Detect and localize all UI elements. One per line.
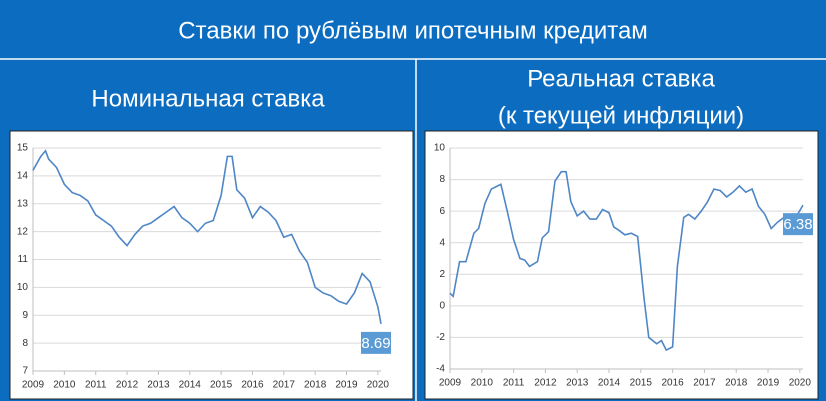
x-tick-label: 2018: [725, 378, 748, 389]
x-tick-label: 2009: [22, 380, 45, 391]
x-tick-label: 2016: [661, 378, 684, 389]
x-tick-label: 2011: [85, 380, 107, 391]
chart-area: [424, 130, 819, 400]
data-label: 6.38: [783, 213, 813, 236]
y-tick-label: 15: [17, 143, 29, 154]
panel-title: Номинальная ставка: [91, 85, 325, 112]
x-tick-label: 2020: [367, 380, 390, 391]
x-tick-label: 2014: [179, 380, 202, 391]
y-tick-label: 14: [17, 171, 29, 182]
x-tick-label: 2017: [273, 380, 296, 391]
x-tick-label: 2012: [534, 378, 557, 389]
y-tick-label: 8: [22, 338, 28, 349]
line-series: [449, 170, 804, 352]
data-label-box: [361, 331, 391, 354]
data-label-text: 6.38: [783, 216, 812, 233]
y-tick-label: 10: [17, 282, 29, 293]
x-tick-label: 2010: [471, 378, 494, 389]
x-tick-label: 2010: [53, 380, 76, 391]
chart-area: [9, 130, 414, 400]
panel-title: Реальная ставка: [527, 65, 715, 92]
y-tick-label: 11: [18, 254, 29, 265]
y-tick-label: 4: [439, 237, 445, 248]
x-tick-label: 2020: [789, 378, 812, 389]
x-tick-label: 2013: [147, 380, 170, 391]
page-title: Ставки по рублёвым ипотечным кредитам: [178, 17, 648, 44]
y-tick-label: 0: [439, 300, 445, 311]
y-tick-label: 8: [439, 174, 445, 185]
x-tick-label: 2019: [335, 380, 358, 391]
panel-subtitle: (к текущей инфляции): [498, 102, 744, 129]
y-tick-label: 2: [439, 269, 445, 280]
x-tick-label: 2019: [757, 378, 780, 389]
line-series: [32, 149, 382, 325]
x-tick-label: 2015: [210, 380, 233, 391]
data-label-text: 8.69: [361, 335, 390, 352]
y-tick-label: 10: [434, 143, 446, 154]
y-tick-label: 9: [22, 310, 28, 321]
x-tick-label: 2012: [116, 380, 139, 391]
y-tick-label: -4: [436, 364, 445, 375]
x-tick-label: 2014: [598, 378, 621, 389]
x-tick-label: 2009: [439, 378, 462, 389]
y-tick-label: 7: [22, 366, 28, 377]
x-tick-label: 2011: [503, 378, 525, 389]
data-label-box: [783, 213, 813, 236]
x-tick-label: 2013: [566, 378, 589, 389]
x-tick-label: 2018: [304, 380, 327, 391]
y-tick-label: 13: [17, 198, 29, 209]
x-tick-label: 2015: [630, 378, 653, 389]
x-tick-label: 2017: [693, 378, 716, 389]
data-label: 8.69: [361, 331, 391, 354]
y-tick-label: -2: [436, 332, 445, 343]
x-tick-label: 2016: [241, 380, 264, 391]
y-tick-label: 6: [439, 206, 445, 217]
y-tick-label: 12: [17, 226, 29, 237]
